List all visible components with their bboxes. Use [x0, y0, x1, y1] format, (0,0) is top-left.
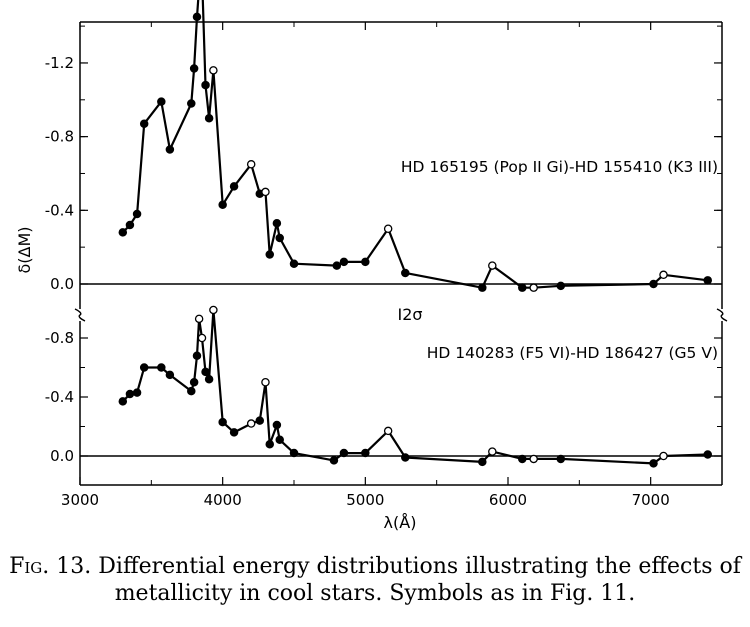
data-point-open: [659, 451, 668, 461]
data-point-filled: [132, 209, 142, 219]
data-point-filled: [139, 119, 149, 128]
data-point-filled: [192, 12, 202, 22]
data-point-filled: [556, 281, 566, 291]
data-point-filled: [201, 80, 210, 90]
data-point-filled: [401, 453, 410, 462]
x-tick-label: 7000: [632, 491, 670, 509]
data-point-filled: [272, 218, 282, 228]
y-tick-label: -0.8: [45, 329, 74, 347]
data-point-open: [209, 305, 218, 315]
y-tick-label: 0.0: [50, 275, 74, 293]
data-point-filled: [289, 259, 299, 268]
data-point-open: [529, 283, 538, 292]
x-tick-label: 5000: [346, 491, 384, 509]
series-line-lower: [122, 308, 708, 465]
data-point-filled: [132, 388, 142, 397]
figure-caption: Fig. 13. Differential energy distributio…: [0, 553, 750, 607]
data-point-filled: [265, 439, 274, 449]
data-point-filled: [118, 228, 128, 237]
x-axis-label: λ(Å): [384, 513, 417, 532]
data-point-open: [261, 377, 270, 387]
data-point-filled: [703, 276, 712, 285]
data-point-filled: [401, 268, 410, 278]
x-tick-label: 3000: [61, 491, 99, 509]
data-point-open: [261, 187, 270, 197]
caption-text: Differential energy distributions illust…: [98, 554, 741, 606]
data-point-open: [488, 261, 497, 270]
data-point-filled: [478, 457, 487, 467]
data-point-filled: [187, 386, 196, 396]
data-point-open: [659, 270, 668, 280]
data-point-filled: [265, 250, 274, 259]
data-point-filled: [118, 397, 128, 406]
data-point-filled: [703, 450, 712, 459]
data-point-filled: [189, 64, 199, 73]
data-point-filled: [165, 145, 175, 154]
data-point-filled: [289, 448, 299, 458]
y-axis-label: δ(ΔM): [15, 226, 34, 273]
data-point-filled: [339, 257, 349, 267]
data-point-filled: [275, 233, 284, 243]
y-tick-label: -0.4: [45, 201, 74, 219]
data-point-open: [488, 447, 497, 456]
data-point-filled: [157, 363, 166, 372]
y-tick-label: 0.0: [50, 447, 74, 465]
data-point-filled: [649, 459, 658, 468]
data-point-open: [529, 454, 538, 464]
data-point-open: [197, 333, 207, 343]
data-point-filled: [192, 351, 202, 360]
series-line-upper: [122, 0, 708, 289]
data-point-filled: [361, 257, 370, 267]
error-bar-label: I2σ: [397, 305, 422, 324]
data-point-filled: [187, 99, 196, 108]
data-point-filled: [229, 428, 239, 437]
data-point-filled: [275, 435, 284, 445]
data-point-filled: [518, 283, 527, 292]
data-point-open: [383, 426, 393, 436]
x-tick-label: 4000: [204, 491, 242, 509]
data-point-filled: [204, 375, 214, 384]
data-point-filled: [649, 279, 658, 289]
data-point-filled: [125, 389, 135, 399]
data-point-filled: [165, 370, 175, 380]
y-tick-label: -1.2: [45, 54, 74, 72]
data-point-open: [209, 66, 218, 75]
data-point-filled: [339, 448, 349, 458]
data-point-filled: [229, 182, 239, 191]
data-point-filled: [329, 456, 339, 465]
data-point-filled: [478, 283, 487, 292]
data-point-filled: [332, 261, 342, 270]
data-point-filled: [201, 367, 210, 377]
data-point-filled: [189, 377, 199, 387]
data-point-filled: [255, 416, 265, 425]
x-tick-label: 6000: [489, 491, 527, 509]
lower-panel-label: HD 140283 (F5 VI)-HD 186427 (G5 V): [427, 344, 718, 362]
data-point-open: [194, 314, 204, 324]
data-point-filled: [556, 454, 566, 464]
data-point-filled: [272, 420, 282, 430]
data-point-filled: [218, 200, 227, 210]
y-tick-label: -0.8: [45, 128, 74, 146]
data-point-filled: [518, 454, 527, 464]
y-tick-label: -0.4: [45, 388, 74, 406]
data-point-filled: [125, 220, 135, 230]
axis-break-right: [716, 308, 728, 322]
axis-break-left: [74, 308, 86, 322]
data-point-filled: [139, 363, 149, 372]
data-point-filled: [157, 97, 166, 106]
data-point-open: [246, 160, 256, 169]
data-point-filled: [361, 448, 370, 458]
data-point-filled: [204, 113, 214, 123]
data-point-open: [383, 224, 393, 233]
figure-number: Fig. 13.: [9, 554, 92, 579]
upper-panel-label: HD 165195 (Pop II Gi)-HD 155410 (K3 III): [401, 158, 718, 176]
data-point-open: [246, 419, 256, 428]
chart: 3000 4000 5000 6000 7000 λ(Å) δ(ΔM) -1.2 -0.8 -0.…: [15, 0, 728, 532]
data-point-filled: [218, 417, 227, 427]
